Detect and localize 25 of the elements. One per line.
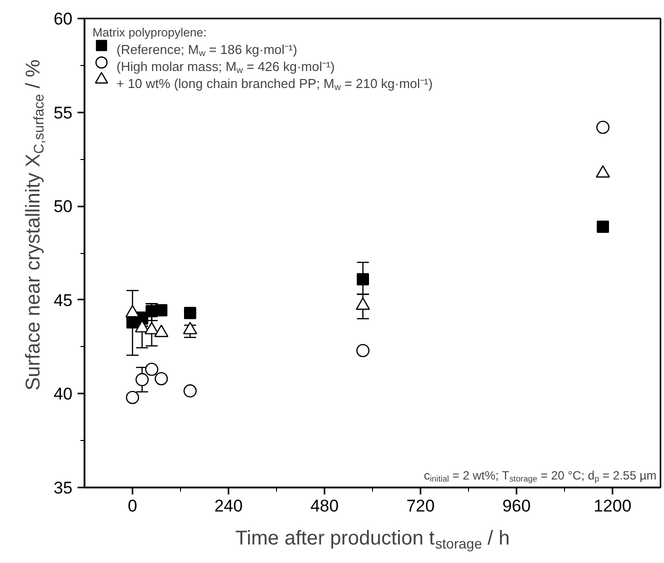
point [126, 390, 140, 404]
y-tick-label: 50 [54, 197, 73, 216]
y-axis-title: Surface near crystallinity XC,surface / % [22, 59, 46, 391]
legend-title: Matrix polypropylene: [92, 26, 207, 40]
point [136, 373, 149, 386]
point [154, 372, 168, 386]
y-tick-label: 40 [54, 384, 73, 404]
x-tick-label: 0 [128, 496, 138, 516]
point [145, 362, 158, 376]
x-tick-label: 240 [214, 496, 243, 516]
point [184, 384, 197, 398]
point [356, 273, 369, 286]
x-tick-label: 720 [406, 496, 435, 516]
y-tick-label: 55 [54, 103, 73, 122]
y-tick-label: 60 [54, 10, 73, 28]
point [356, 344, 370, 358]
point [596, 220, 609, 233]
y-tick-label: 35 [54, 478, 73, 498]
y-tick-label: 45 [54, 290, 73, 310]
point [596, 120, 610, 134]
x-tick-label: 1200 [594, 496, 632, 516]
point [184, 306, 196, 320]
x-tick-label: 480 [310, 496, 339, 516]
point [155, 304, 168, 316]
x-tick-label: 960 [502, 496, 531, 516]
